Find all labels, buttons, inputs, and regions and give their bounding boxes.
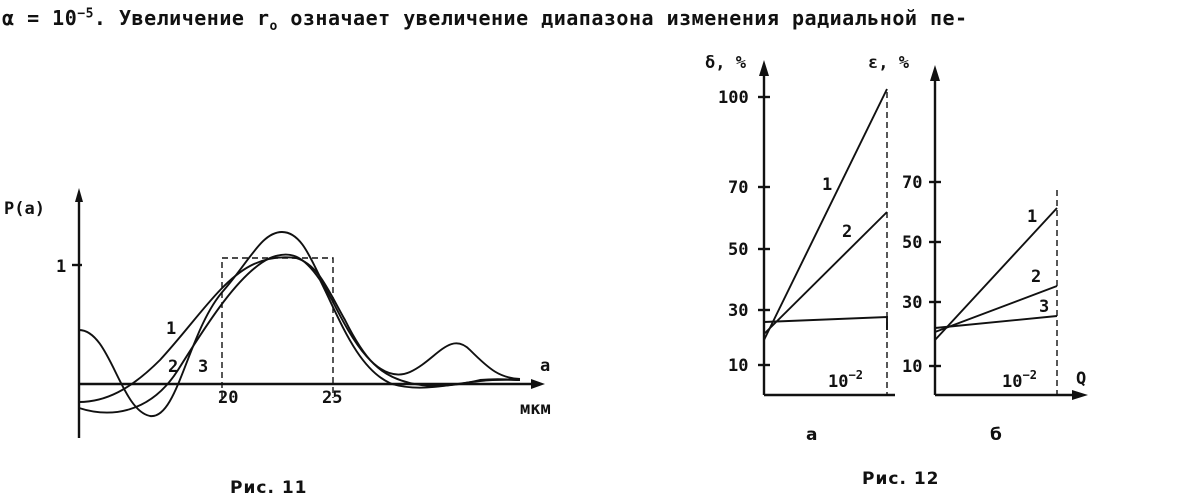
fig12b-xmark: 10−2 <box>1002 368 1037 392</box>
fig12b-ytick-label-10: 10 <box>902 357 922 377</box>
fig11-y-arrow <box>75 188 83 202</box>
fig12b-ytick-label-50: 50 <box>902 233 922 253</box>
fig12a-curve-1 <box>763 88 888 341</box>
fig11-x-arrow <box>531 379 545 389</box>
fig11-curve-1 <box>78 231 521 417</box>
figure-11: P(a) 1 1 2 3 20 25 a мкм Рис. 11 <box>4 188 551 498</box>
fig12a-ytick-label-100: 100 <box>718 88 749 108</box>
fig12b-panel-label: б <box>990 425 1003 445</box>
fig12a-curve-3 <box>763 316 888 330</box>
fig11-curve-label-1: 1 <box>166 319 176 339</box>
fig12b-ytick-label-70: 70 <box>902 173 922 193</box>
fig11-dashed-rectangle <box>221 257 334 398</box>
text-line: α = 10−5. Увеличение ro означает увеличе… <box>2 6 968 34</box>
fig12a-curve-2 <box>763 211 888 335</box>
fig11-curve-2 <box>78 256 521 403</box>
fig12b-curve-label-1: 1 <box>1027 207 1037 227</box>
fig12b-curve-label-2: 2 <box>1031 267 1041 287</box>
fig12a-curve-label-1: 1 <box>822 175 832 195</box>
fig12b-x-arrow <box>1072 390 1088 400</box>
fig12a-ytick-label-10: 10 <box>728 356 748 376</box>
text-line-exponent: −5 <box>77 6 94 22</box>
fig11-ylabel: P(a) <box>4 199 45 219</box>
fig12b-y-arrow <box>930 65 940 81</box>
text-line-mid: . Увеличение r <box>93 6 270 30</box>
fig12b-curve-1 <box>934 207 1058 341</box>
fig11-xtick-25: 25 <box>322 388 342 408</box>
fig12b-ylabel: ε, % <box>868 53 910 73</box>
fig11-ytick-label: 1 <box>56 257 66 277</box>
fig11-xtick-20: 20 <box>218 388 238 408</box>
fig11-curve-3 <box>78 253 521 414</box>
fig12a-ytick-label-30: 30 <box>728 301 748 321</box>
fig12-caption: Рис. 12 <box>862 469 939 489</box>
fig12a-ylabel: δ, % <box>705 53 747 73</box>
fig12a-ytick-label-50: 50 <box>728 240 748 260</box>
fig11-curve-label-3: 3 <box>198 357 208 377</box>
fig12a-y-arrow <box>759 60 769 76</box>
text-line-prefix: α = 10 <box>2 6 78 30</box>
text-line-subscript: o <box>269 19 278 34</box>
fig11-curve-label-2: 2 <box>168 357 178 377</box>
fig12a-xmark: 10−2 <box>828 368 863 392</box>
figure-12-panel-b: ε, % 70 50 30 10 1 2 3 10−2 Q б <box>868 53 1088 445</box>
figure-12-panel-a: δ, % 100 70 50 30 10 1 2 10−2 а <box>705 53 895 445</box>
fig12a-ytick-label-70: 70 <box>728 178 748 198</box>
fig12b-xlabel: Q <box>1076 369 1086 389</box>
fig11-caption: Рис. 11 <box>230 478 307 498</box>
fig11-xlabel: a <box>540 356 550 376</box>
fig12b-curve-3 <box>934 315 1058 329</box>
fig12b-curve-label-3: 3 <box>1039 297 1049 317</box>
text-line-suffix: означает увеличение диапазона изменения … <box>277 6 968 30</box>
fig12b-curve-2 <box>934 285 1058 333</box>
fig12a-curve-label-2: 2 <box>842 222 852 242</box>
fig11-xunit: мкм <box>520 399 551 419</box>
fig12b-ytick-label-30: 30 <box>902 293 922 313</box>
fig12a-panel-label: а <box>806 425 818 445</box>
